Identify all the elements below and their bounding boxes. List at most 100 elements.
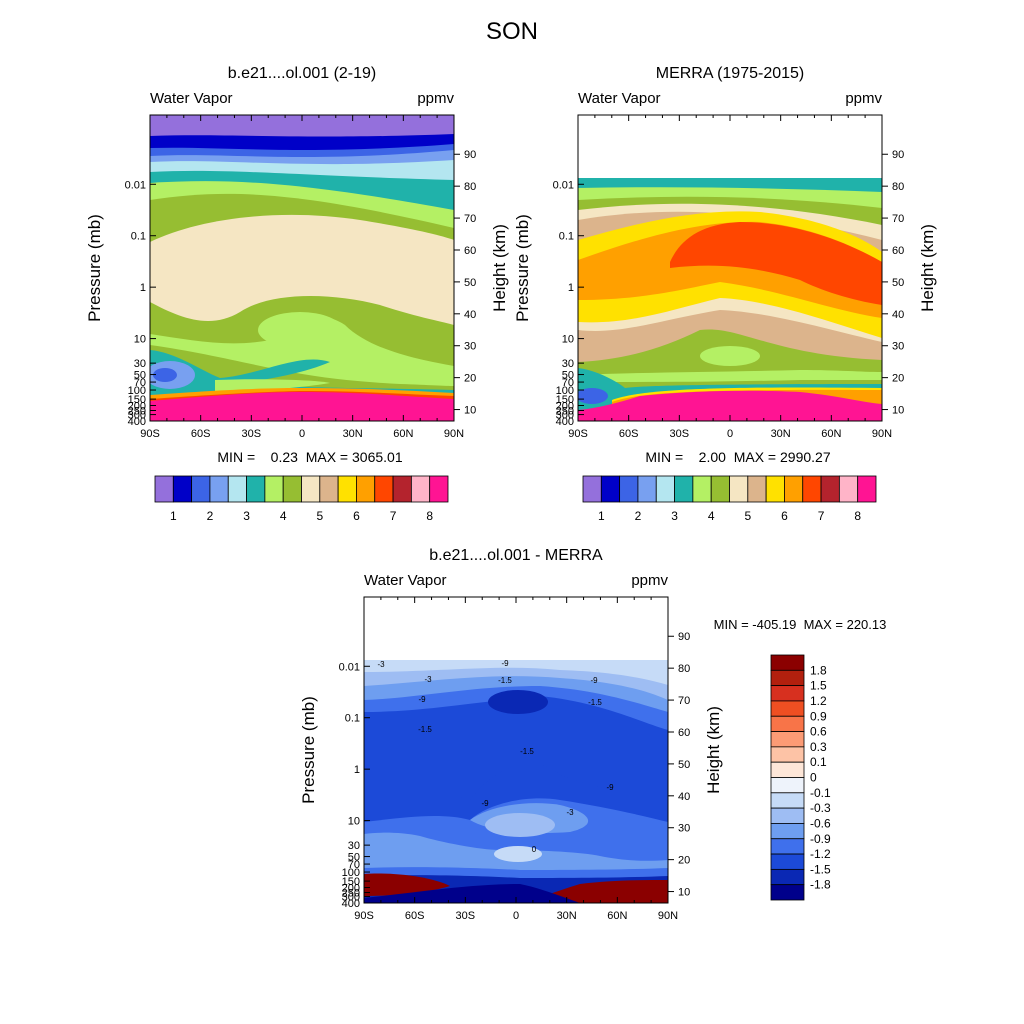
panel-difference: b.e21....ol.001 - MERRA Water Vapor ppmv…: [299, 547, 886, 922]
colorbar-swatch: [410, 475, 431, 503]
contour-label: -9: [481, 799, 489, 808]
pressure-tick-label: 50: [348, 852, 360, 864]
colorbar-label: -0.6: [810, 816, 831, 830]
pressure-tick-label: 0.01: [125, 179, 146, 191]
colorbar-swatch: [820, 475, 840, 503]
x-tick-label: 90N: [444, 428, 464, 440]
colorbar-swatch: [770, 792, 805, 809]
height-tick-label: 70: [892, 213, 904, 225]
x-tick-label: 30S: [670, 428, 690, 440]
pressure-tick-label: 200: [342, 883, 360, 895]
colorbar-swatch: [770, 777, 805, 794]
colorbar-label: 4: [280, 509, 287, 523]
colorbar-label: 6: [353, 509, 360, 523]
pressure-tick-label: 70: [348, 859, 360, 871]
colorbar-swatch: [770, 823, 805, 840]
colorbar-label: 0.1: [810, 755, 827, 769]
pressure-tick-label: 300: [556, 410, 574, 422]
panel-title: b.e21....ol.001 - MERRA: [429, 547, 603, 564]
x-tick-label: 30N: [557, 910, 577, 922]
contour-label: -3: [566, 808, 574, 817]
units-label: ppmv: [417, 90, 454, 107]
x-axis-ticks: 90S 60S 30S 0 30N 60N 90N: [568, 115, 892, 440]
colorbar-swatch: [429, 475, 449, 503]
height-tick-label: 50: [892, 277, 904, 289]
y2-axis-label: Height (km): [918, 224, 937, 312]
height-tick-label: 40: [678, 791, 690, 803]
pressure-tick-label: 30: [562, 358, 574, 370]
height-tick-label: 90: [464, 149, 476, 161]
colorbar-swatch: [838, 475, 859, 503]
pressure-tick-label: 1: [568, 282, 574, 294]
colorbar-label: 7: [390, 509, 397, 523]
colorbar-label: 0: [810, 771, 817, 785]
min-max-stats: MIN = -405.19 MAX = 220.13: [714, 617, 887, 632]
pressure-tick-label: 0.01: [553, 179, 574, 191]
pressure-tick-label: 1: [140, 282, 146, 294]
height-tick-label: 70: [678, 695, 690, 707]
pressure-tick-label: 250: [128, 406, 146, 418]
colorbar-swatch: [246, 475, 266, 503]
panel-title: b.e21....ol.001 (2-19): [228, 65, 377, 82]
contour-label: -9: [501, 659, 509, 668]
min-max-stats: MIN = 2.00 MAX = 2990.27: [645, 449, 830, 465]
colorbar-label: -0.9: [810, 832, 831, 846]
height-tick-label: 20: [892, 373, 904, 385]
colorbar-label: 5: [316, 509, 323, 523]
x-tick-label: 90S: [140, 428, 160, 440]
colorbar-swatch: [600, 475, 621, 503]
pressure-tick-label: 0.1: [131, 231, 146, 243]
colorbar-swatch: [729, 475, 749, 503]
height-tick-label: 10: [464, 405, 476, 417]
pressure-tick-label: 0.1: [559, 231, 574, 243]
units-label: ppmv: [631, 572, 668, 589]
height-axis-ticks: 10 20 30 40 50 60 70 80 90: [668, 631, 690, 899]
height-tick-label: 80: [464, 181, 476, 193]
height-tick-label: 40: [892, 309, 904, 321]
contour-label: -1.5: [588, 698, 602, 707]
colorbar-swatch: [282, 475, 302, 503]
min-max-stats: MIN = 0.23 MAX = 3065.01: [217, 449, 402, 465]
colorbar-label: 7: [818, 509, 825, 523]
variable-label: Water Vapor: [150, 90, 233, 107]
height-tick-label: 40: [464, 309, 476, 321]
contour-label: -1.5: [498, 676, 512, 685]
x-tick-label: 90N: [872, 428, 892, 440]
x-axis-ticks: 90S 60S 30S 0 30N 60N 90N: [140, 115, 464, 440]
pressure-tick-label: 10: [562, 334, 574, 346]
height-tick-label: 30: [678, 823, 690, 835]
x-tick-label: 90N: [658, 910, 678, 922]
colorbar-swatch: [770, 746, 805, 763]
colorbar-swatch: [172, 475, 193, 503]
x-tick-label: 30N: [771, 428, 791, 440]
colorbar-label: 0.6: [810, 725, 827, 739]
contour-field: [364, 660, 668, 903]
x-tick-label: 90S: [354, 910, 374, 922]
y-axis-label: Pressure (mb): [513, 214, 532, 322]
figure-title: SON: [485, 18, 538, 45]
colorbar-swatch: [154, 475, 174, 503]
pressure-tick-label: 300: [128, 410, 146, 422]
pressure-tick-label: 400: [342, 898, 360, 910]
x-tick-label: 30S: [242, 428, 262, 440]
colorbar-swatch: [582, 475, 602, 503]
y-axis-label: Pressure (mb): [85, 214, 104, 322]
contour-label: -9: [590, 676, 598, 685]
pressure-tick-label: 200: [556, 401, 574, 413]
colorbar-label: -0.3: [810, 801, 831, 815]
pressure-tick-label: 10: [134, 334, 146, 346]
colorbar-swatch: [770, 853, 805, 870]
colorbar-swatch: [765, 475, 785, 503]
colorbar-label: 1: [170, 509, 177, 523]
height-tick-label: 30: [464, 341, 476, 353]
colorbar-swatch: [392, 475, 412, 503]
colorbar-label: 2: [207, 509, 214, 523]
colorbar-label: 5: [744, 509, 751, 523]
colorbar: 1 2 3 4 5 6 7 8: [154, 475, 449, 523]
x-tick-label: 0: [727, 428, 733, 440]
x-tick-label: 30S: [456, 910, 476, 922]
colorbar-swatch: [637, 475, 657, 503]
contour-field: [578, 178, 882, 421]
height-tick-label: 80: [892, 181, 904, 193]
